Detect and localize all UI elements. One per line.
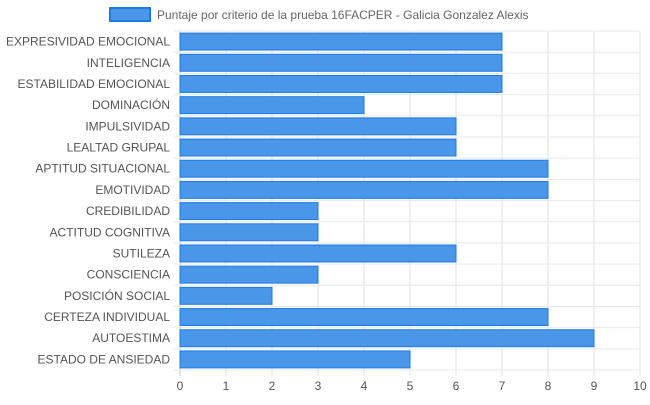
y-axis-label: POSICIÓN SOCIAL: [64, 288, 170, 303]
y-axis-label: ACTITUD COGNITIVA: [50, 225, 170, 239]
y-axis-label: SUTILEZA: [113, 246, 170, 260]
y-axis-label: EMOTIVIDAD: [95, 183, 170, 197]
y-axis-label: IMPULSIVIDAD: [85, 119, 170, 133]
y-axis-label: APTITUD SITUACIONAL: [35, 162, 170, 176]
y-axis-label: ESTADO DE ANSIEDAD: [38, 352, 171, 366]
y-axis-label: CERTEZA INDIVIDUAL: [44, 310, 170, 324]
y-axis-label: CONSCIENCIA: [87, 268, 170, 282]
bar[interactable]: [179, 308, 549, 327]
legend[interactable]: Puntaje por criterio de la prueba 16FACP…: [109, 7, 529, 22]
bars: [179, 32, 595, 369]
bar[interactable]: [179, 202, 319, 221]
x-axis-tick-label: 2: [269, 379, 276, 393]
x-axis-tick-label: 1: [223, 379, 230, 393]
y-axis-label: CREDIBILIDAD: [86, 204, 170, 218]
y-axis-label: DOMINACIÓN: [92, 97, 170, 112]
x-axis-tick-label: 0: [177, 379, 184, 393]
bar[interactable]: [179, 350, 411, 369]
y-axis-label: INTELIGENCIA: [87, 56, 170, 70]
bar[interactable]: [179, 96, 365, 115]
bar[interactable]: [179, 74, 503, 93]
x-axis-tick-label: 10: [633, 379, 647, 393]
bar[interactable]: [179, 265, 319, 284]
x-axis-tick-label: 6: [453, 379, 460, 393]
bar[interactable]: [179, 138, 457, 157]
bar[interactable]: [179, 159, 549, 178]
bar[interactable]: [179, 244, 457, 263]
x-axis-tick-label: 8: [545, 379, 552, 393]
x-axis-tick-label: 5: [407, 379, 414, 393]
bar[interactable]: [179, 223, 319, 242]
bar[interactable]: [179, 117, 457, 136]
y-axis-label: LEALTAD GRUPAL: [67, 141, 171, 155]
legend-label[interactable]: Puntaje por criterio de la prueba 16FACP…: [157, 8, 529, 22]
x-axis-tick-labels: 0 1 2 3 4 5 6 7 8 9 10: [177, 379, 647, 393]
legend-swatch[interactable]: [109, 7, 151, 22]
bar[interactable]: [179, 53, 503, 72]
x-axis-tick-label: 9: [591, 379, 598, 393]
x-axis-tick-label: 7: [499, 379, 506, 393]
x-axis-tick-label: 4: [361, 379, 368, 393]
x-axis-tick-label: 3: [315, 379, 322, 393]
y-axis-labels: EXPRESIVIDAD EMOCIONAL INTELIGENCIA ESTABI…: [6, 35, 170, 367]
y-axis-label: AUTOESTIMA: [92, 331, 170, 345]
bar[interactable]: [179, 180, 549, 199]
y-axis-label: ESTABILIDAD EMOCIONAL: [18, 77, 171, 91]
bar[interactable]: [179, 32, 503, 51]
y-axis-label: EXPRESIVIDAD EMOCIONAL: [6, 35, 170, 49]
bar[interactable]: [179, 286, 273, 305]
bar[interactable]: [179, 329, 595, 348]
